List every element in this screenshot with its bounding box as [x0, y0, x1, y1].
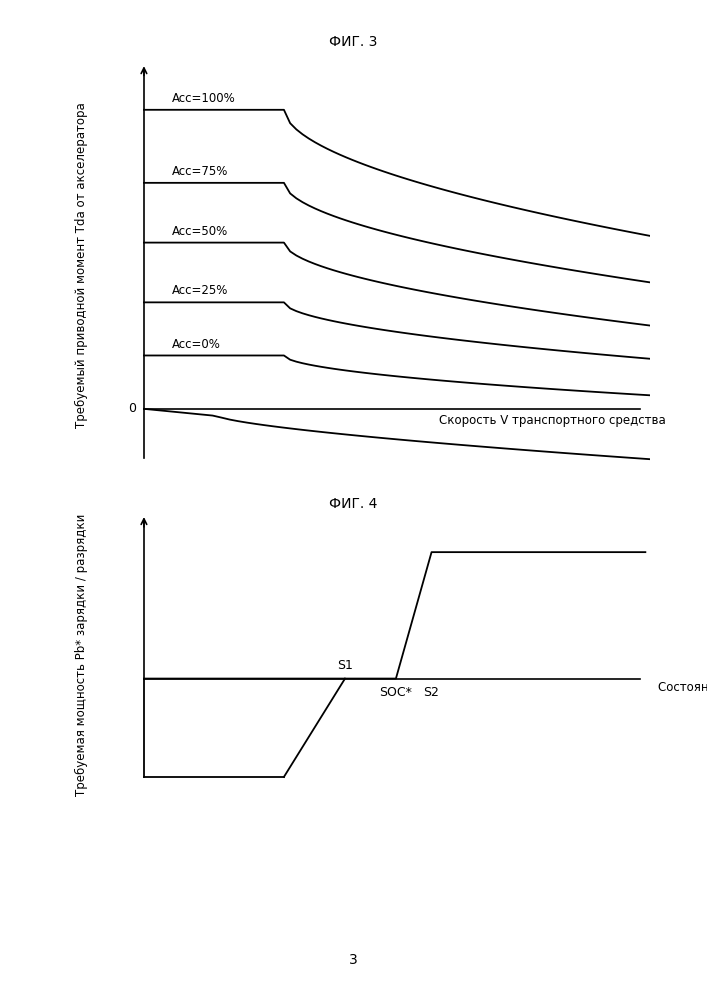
Text: S1: S1 [337, 659, 353, 672]
Text: Скорость V транспортного средства: Скорость V транспортного средства [439, 414, 666, 427]
Text: S2: S2 [423, 686, 440, 699]
Text: Состояние зарядки СЗ: Состояние зарядки СЗ [658, 681, 707, 694]
Text: SOC*: SOC* [380, 686, 412, 699]
Text: Acc=75%: Acc=75% [172, 165, 228, 178]
Text: Acc=50%: Acc=50% [172, 225, 228, 238]
Text: Требуемая мощность Pb* зарядки / разрядки: Требуемая мощность Pb* зарядки / разрядк… [75, 514, 88, 796]
Text: Acc=0%: Acc=0% [172, 338, 221, 351]
Text: 3: 3 [349, 953, 358, 967]
Text: Acc=25%: Acc=25% [172, 284, 228, 297]
Text: 0: 0 [128, 402, 136, 415]
Text: ФИГ. 3: ФИГ. 3 [329, 35, 378, 49]
Text: Acc=100%: Acc=100% [172, 92, 235, 105]
Text: ФИГ. 4: ФИГ. 4 [329, 497, 378, 511]
Text: Требуемый приводной момент Tda от акселератора: Требуемый приводной момент Tda от акселе… [75, 102, 88, 428]
